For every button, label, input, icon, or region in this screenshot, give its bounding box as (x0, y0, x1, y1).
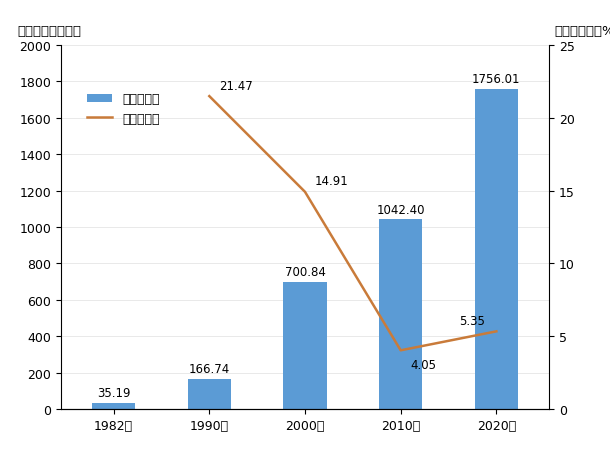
Bar (188, 379, 231, 410)
年均增长率 (397, 348, 404, 353)
年均增长率 (493, 329, 500, 334)
Bar (284, 282, 326, 410)
Text: 166.74: 166.74 (188, 363, 230, 375)
Text: 35.19: 35.19 (97, 386, 131, 399)
年均增长率 (206, 94, 213, 100)
Bar (475, 90, 518, 410)
Text: 常住人口（万人）: 常住人口（万人） (17, 25, 81, 38)
Legend: 常住人口数, 年均增长率: 常住人口数, 年均增长率 (82, 88, 164, 130)
Text: 21.47: 21.47 (219, 80, 253, 92)
Text: 1756.01: 1756.01 (472, 73, 520, 86)
Text: 1042.40: 1042.40 (376, 203, 425, 216)
Text: 14.91: 14.91 (315, 175, 348, 188)
Bar (379, 220, 422, 410)
Text: 4.05: 4.05 (411, 358, 436, 371)
年均增长率 (301, 190, 309, 195)
Text: 5.35: 5.35 (459, 314, 485, 327)
Text: 700.84: 700.84 (284, 265, 326, 278)
Bar (92, 403, 135, 410)
Text: 年均增长率（%）: 年均增长率（%） (554, 25, 610, 38)
Line: 年均增长率: 年均增长率 (209, 97, 497, 350)
